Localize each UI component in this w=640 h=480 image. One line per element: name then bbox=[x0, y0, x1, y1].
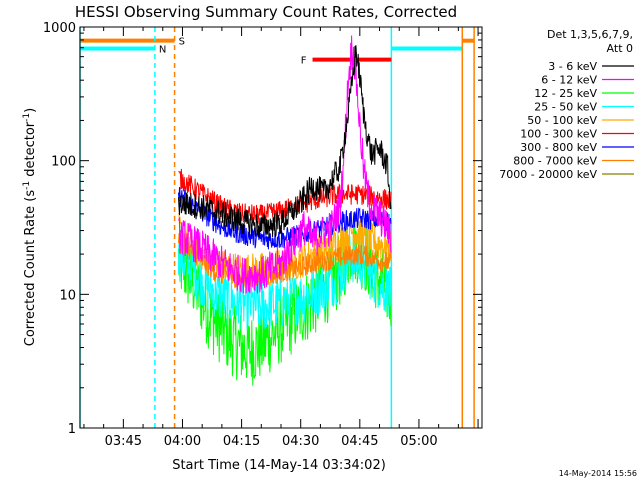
legend-label: 100 - 300 keV bbox=[520, 128, 597, 141]
y-tick-label: 100 bbox=[51, 155, 76, 170]
x-tick-label: 04:15 bbox=[223, 434, 260, 449]
series-line bbox=[178, 168, 392, 226]
series-line bbox=[178, 45, 392, 238]
legend-label: 800 - 7000 keV bbox=[513, 155, 597, 168]
x-tick-label: 03:45 bbox=[105, 434, 142, 449]
chart-title: HESSI Observing Summary Count Rates, Cor… bbox=[75, 3, 457, 21]
x-tick-label: 04:45 bbox=[341, 434, 378, 449]
series-line bbox=[178, 186, 392, 250]
y-axis-label: Corrected Count Rate (s-1 detector-1) bbox=[22, 108, 38, 346]
legend-label: 25 - 50 keV bbox=[534, 101, 597, 114]
legend-label: 3 - 6 keV bbox=[548, 60, 597, 73]
legend-label: 6 - 12 keV bbox=[541, 74, 597, 87]
y-tick-label: 10 bbox=[59, 288, 76, 303]
series-lines bbox=[178, 35, 392, 386]
interval-label: N bbox=[159, 45, 166, 56]
x-tick-label: 04:30 bbox=[282, 434, 319, 449]
legend-header-line1: Det 1,3,5,6,7,9, bbox=[547, 28, 633, 41]
legend-label: 12 - 25 keV bbox=[534, 87, 597, 100]
interval-label: S bbox=[179, 37, 185, 48]
legend-label: 50 - 100 keV bbox=[527, 114, 597, 127]
timestamp: 14-May-2014 15:56 bbox=[559, 469, 637, 478]
x-axis: 03:45 04:00 04:15 04:30 04:45 05:00 bbox=[83, 27, 479, 449]
y-tick-label: 1 bbox=[68, 422, 76, 437]
legend-label: 300 - 800 keV bbox=[520, 141, 597, 154]
series-line bbox=[178, 233, 392, 288]
x-tick-label: 04:00 bbox=[164, 434, 201, 449]
time-interval-annotations: S N F bbox=[79, 27, 475, 428]
y-axis: 1 10 100 1000 bbox=[43, 21, 482, 437]
x-axis-label: Start Time (14-May-14 03:34:02) bbox=[172, 458, 386, 473]
interval-label: F bbox=[301, 56, 307, 67]
x-tick-label: 05:00 bbox=[400, 434, 437, 449]
legend-header-line2: Att 0 bbox=[607, 42, 633, 55]
y-tick-label: 1000 bbox=[43, 21, 76, 36]
legend-label: 7000 - 20000 keV bbox=[499, 168, 597, 181]
